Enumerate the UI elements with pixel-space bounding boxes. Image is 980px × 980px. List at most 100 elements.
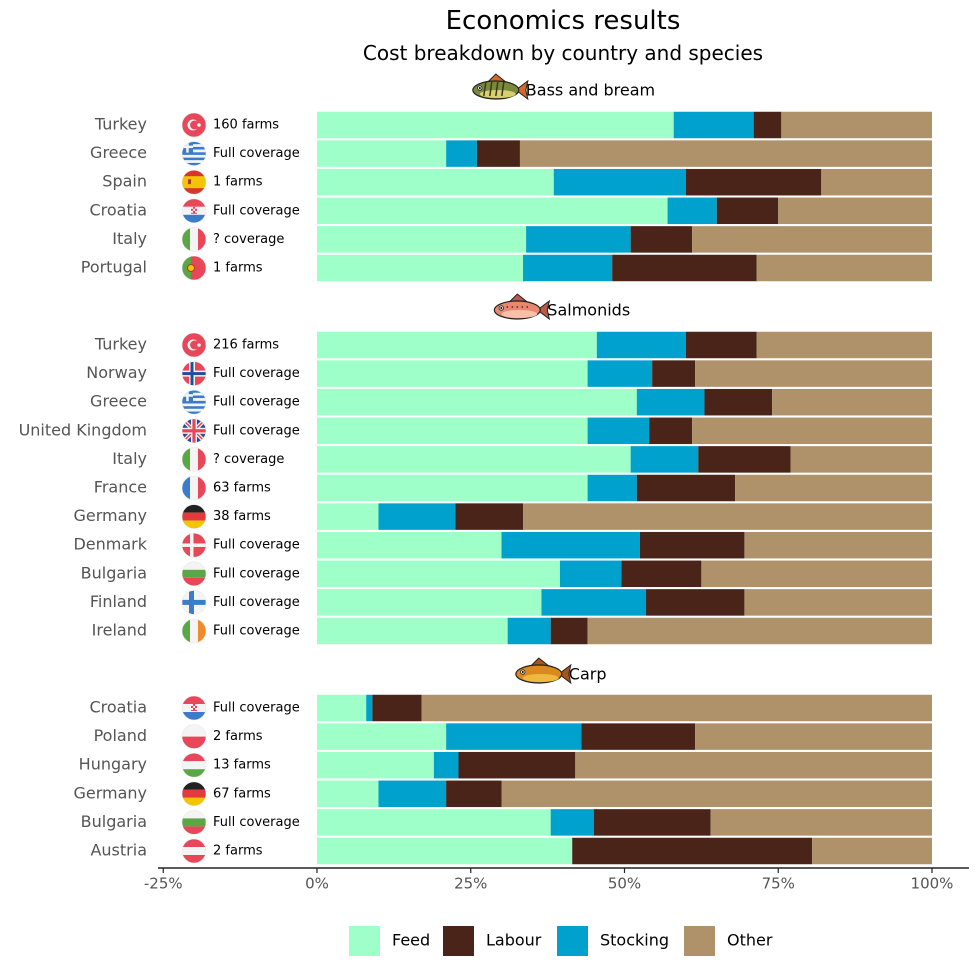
legend-swatch-feed [349, 926, 380, 956]
bar-segment-feed [317, 474, 588, 502]
bar-segment-other [695, 360, 932, 387]
country-label: Bulgaria [81, 563, 147, 582]
bar-segment-stocking [501, 531, 640, 559]
bar-row: Greece Full coverage [90, 388, 932, 416]
bar-segment-feed [317, 446, 631, 473]
bar-row: Norway Full coverage [86, 360, 932, 387]
bar-segment-labour [686, 331, 757, 359]
bar-segment-feed [317, 531, 502, 559]
country-label: Greece [90, 143, 147, 162]
bar-segment-stocking [667, 197, 717, 225]
spain-flag-icon [181, 169, 207, 195]
bar-row: Croatia Full coverage [89, 197, 932, 225]
coverage-label: 13 farms [213, 758, 271, 773]
turkey-flag-icon [181, 332, 207, 358]
bar-segment-feed [317, 751, 434, 779]
legend-item-stocking: Stocking [557, 926, 669, 956]
coverage-label: 2 farms [213, 844, 263, 859]
bar-segment-other [695, 723, 932, 750]
group-label: Bass and bream [526, 81, 655, 100]
bar-segment-feed [317, 111, 674, 139]
x-tick-label: 25% [454, 875, 487, 893]
bar-segment-other [778, 197, 932, 225]
coverage-label: Full coverage [213, 203, 300, 218]
bar-segment-stocking [523, 254, 613, 282]
legend-item-feed: Feed [349, 926, 430, 956]
bar-segment-stocking [559, 560, 622, 588]
bar-segment-labour [621, 560, 702, 588]
legend-item-other: Other [684, 926, 773, 956]
legend-item-labour: Labour [443, 926, 542, 956]
bar-segment-feed [317, 809, 551, 836]
bulgaria-flag-icon [181, 810, 207, 835]
x-tick-label: 100% [911, 875, 954, 893]
x-tick-label: 0% [305, 875, 329, 893]
bar-segment-stocking [446, 140, 477, 167]
bar-segment-stocking [378, 780, 447, 808]
bar-segment-other [519, 140, 932, 167]
germany-flag-icon [181, 504, 207, 529]
bar-row: Finland Full coverage [90, 589, 932, 616]
legend: Feed Labour Stocking Other [349, 926, 773, 956]
coverage-label: 1 farms [213, 175, 263, 190]
coverage-label: Full coverage [213, 423, 300, 438]
bar-segment-labour [476, 140, 520, 167]
country-label: Germany [73, 783, 147, 802]
bar-row: Croatia Full coverage [89, 694, 932, 722]
bar-segment-other [756, 254, 932, 282]
bar-segment-stocking [541, 589, 647, 616]
bar-segment-other [772, 388, 932, 416]
bar-row: Spain 1 farms [102, 168, 932, 196]
hungary-flag-icon [181, 752, 207, 778]
chart-subtitle: Cost breakdown by country and species [363, 41, 763, 65]
country-label: Portugal [81, 258, 147, 277]
bar-row: Italy ? coverage [112, 446, 932, 473]
legend-label: Other [727, 931, 773, 950]
bar-row: Germany 67 farms [73, 780, 932, 808]
country-label: Spain [102, 172, 147, 191]
ireland-flag-icon [181, 618, 207, 644]
bar-segment-stocking [366, 694, 373, 722]
bar-segment-stocking [587, 417, 650, 445]
bar-segment-feed [317, 417, 588, 445]
bar-segment-stocking [630, 446, 699, 473]
coverage-label: Full coverage [213, 815, 300, 830]
croatia-flag-icon [181, 695, 207, 721]
bar-row: Bulgaria Full coverage [81, 809, 932, 836]
austria-flag-icon [181, 838, 207, 864]
poland-flag-icon [181, 724, 207, 749]
bar-segment-stocking [596, 331, 686, 359]
bar-segment-feed [317, 694, 367, 722]
chart-title: Economics results [446, 6, 681, 36]
bar-segment-labour [612, 254, 757, 282]
italy-flag-icon [181, 227, 207, 252]
bar-segment-other [756, 331, 932, 359]
bar-segment-other [692, 417, 932, 445]
coverage-label: 160 farms [213, 118, 279, 133]
country-label: Finland [90, 592, 147, 611]
coverage-label: 67 farms [213, 786, 271, 801]
country-label: Ireland [92, 621, 147, 640]
bar-row: France 63 farms [94, 474, 932, 502]
bar-segment-feed [317, 360, 588, 387]
x-axis: -25% 0% 25% 50% 75% 100% [144, 867, 969, 893]
bar-segment-labour [652, 360, 696, 387]
bar-row: Turkey 216 farms [94, 331, 932, 359]
coverage-label: Full coverage [213, 595, 300, 610]
norway-flag-icon [181, 361, 207, 386]
bar-segment-feed [317, 197, 668, 225]
bar-segment-feed [317, 331, 597, 359]
coverage-label: Full coverage [213, 538, 300, 553]
coverage-label: Full coverage [213, 701, 300, 716]
bar-segment-other [790, 446, 932, 473]
coverage-label: 38 farms [213, 509, 271, 524]
bar-segment-labour [704, 388, 773, 416]
bar-row: Austria 2 farms [90, 837, 932, 865]
bar-segment-feed [317, 254, 524, 282]
legend-swatch-stocking [557, 926, 588, 956]
bar-segment-other [523, 503, 932, 530]
plot-area: Bass and bream Turkey 160 farms Greece Full … [19, 73, 933, 865]
greece-flag-icon [181, 141, 207, 166]
bar-segment-labour [446, 780, 502, 808]
coverage-label: 216 farms [213, 338, 279, 353]
